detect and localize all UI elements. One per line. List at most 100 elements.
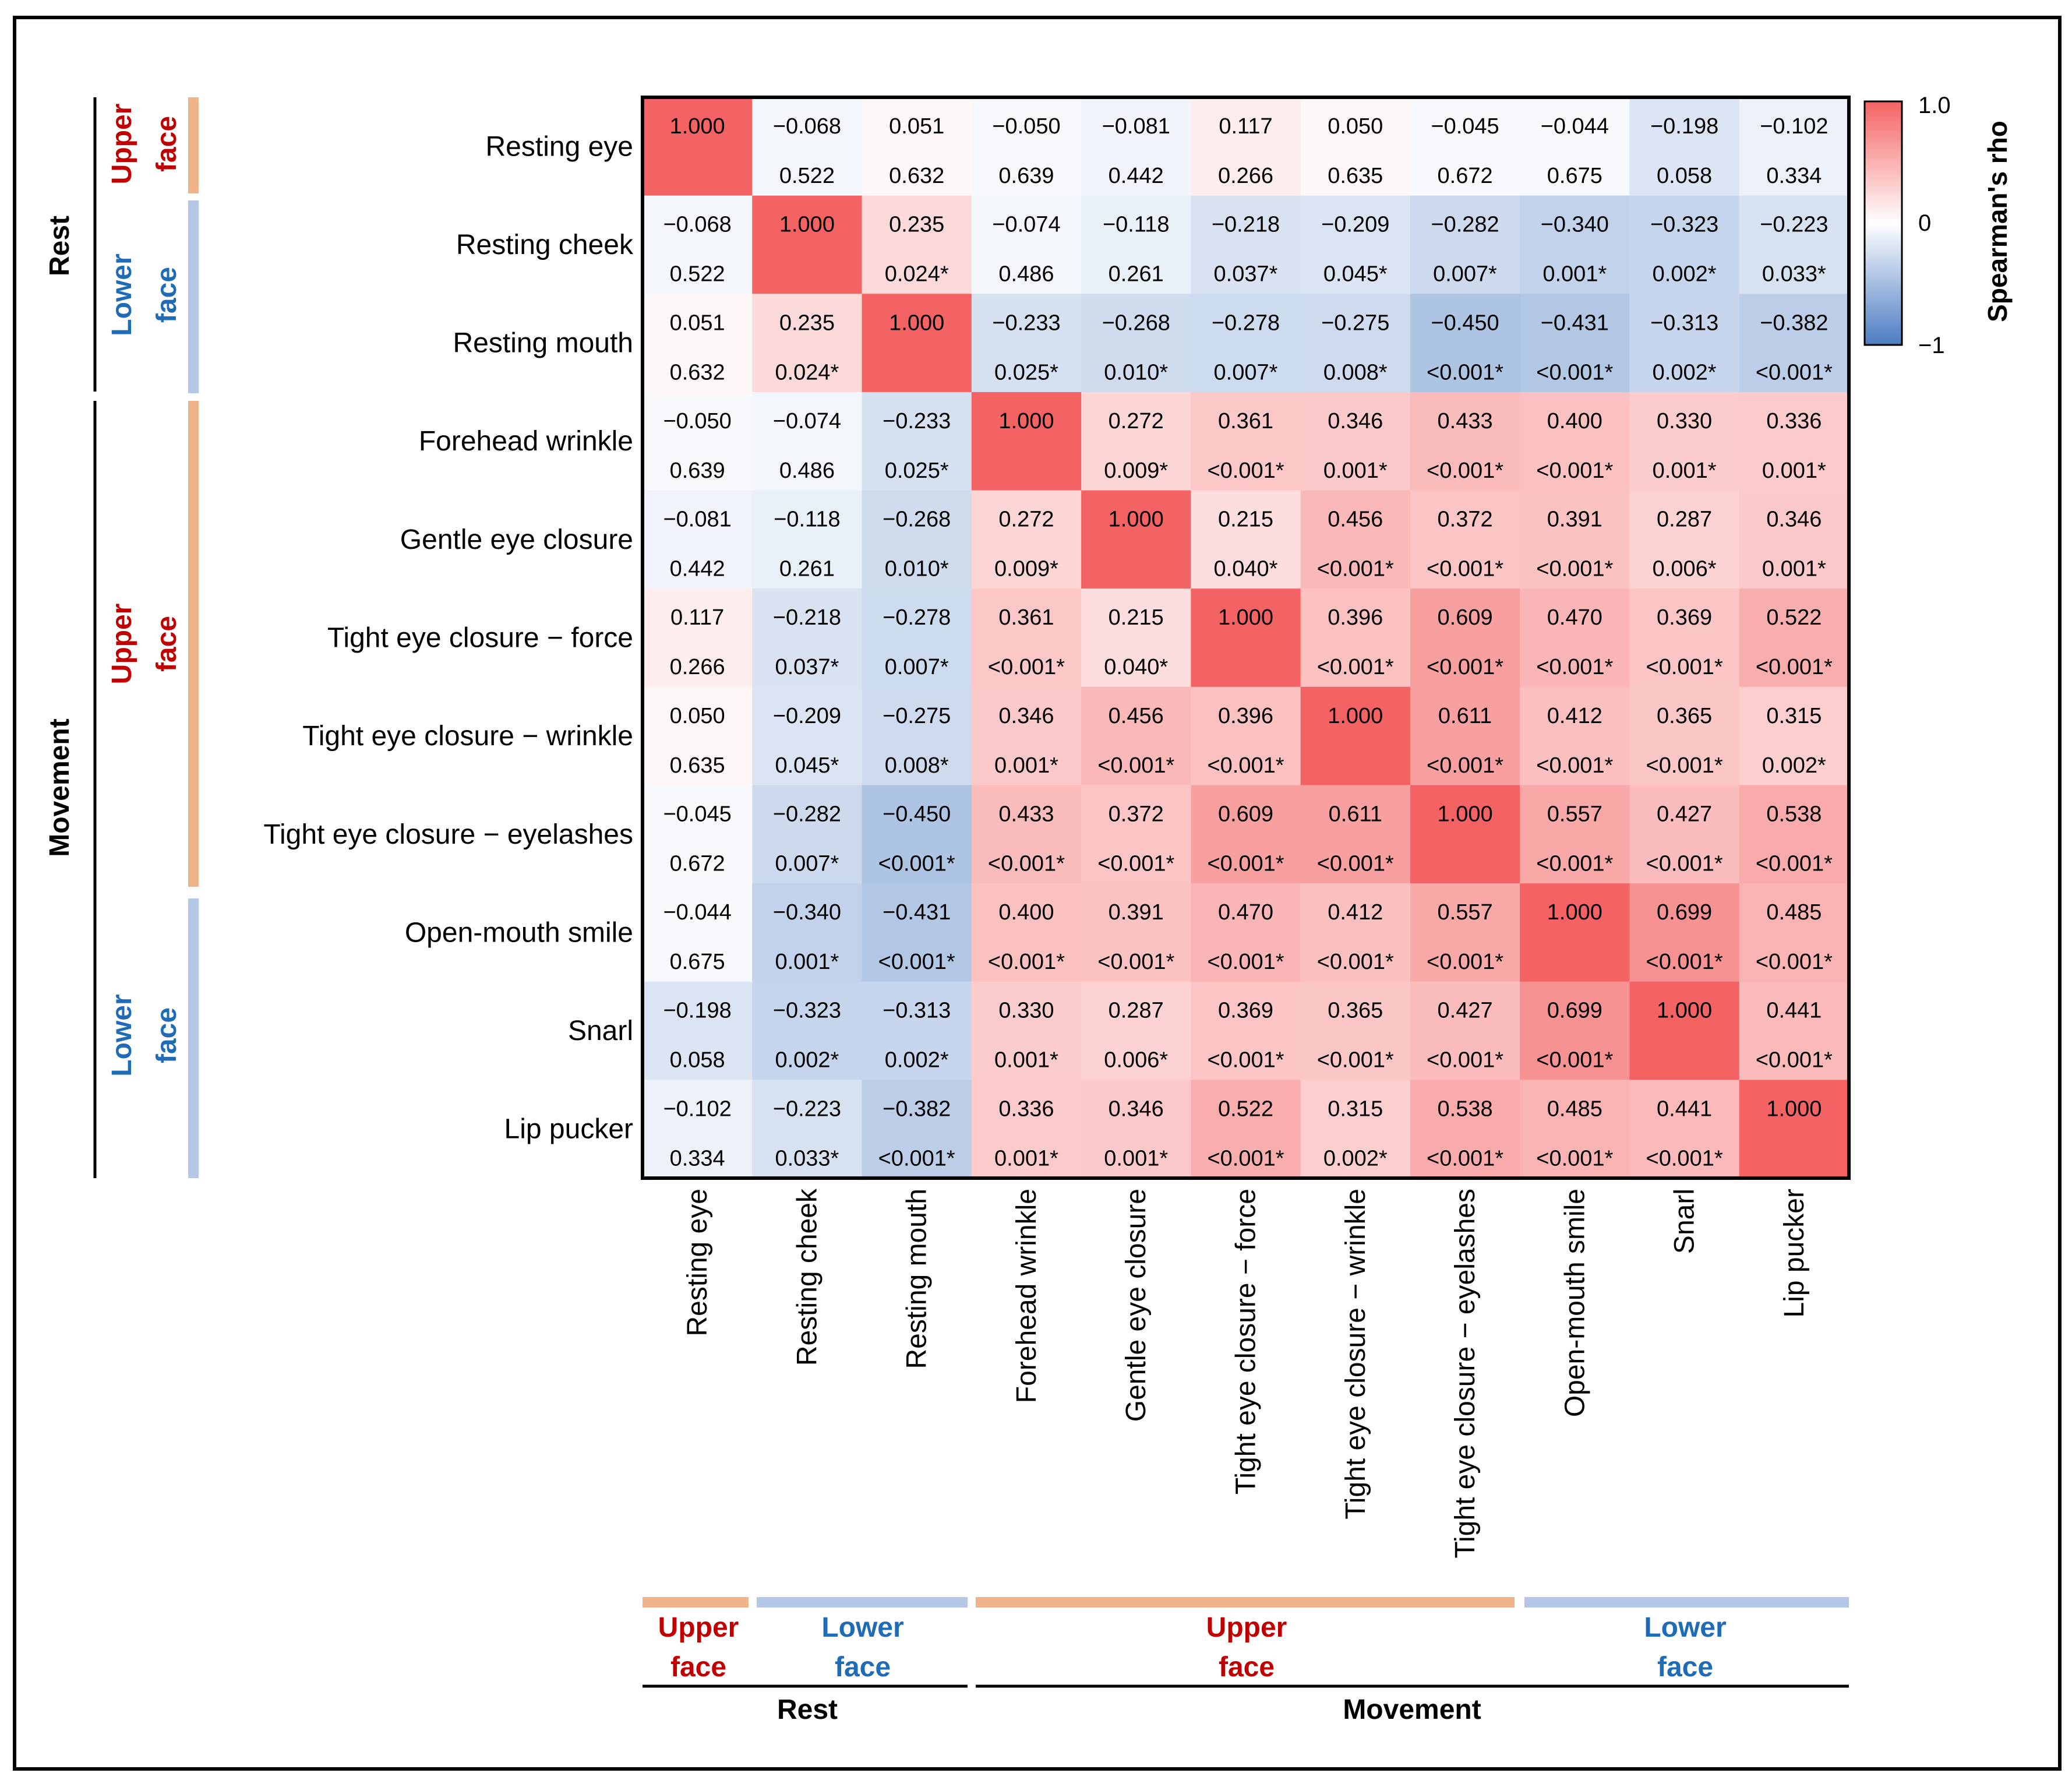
- rho-value: 0.272: [998, 507, 1054, 532]
- heatmap-cell: [643, 1080, 753, 1179]
- rho-value: −0.218: [773, 605, 841, 630]
- p-value: <0.001*: [1207, 1048, 1284, 1073]
- rho-value: 0.538: [1766, 802, 1822, 826]
- row-label: Lip pucker: [504, 1114, 633, 1145]
- rho-value: 0.538: [1438, 1097, 1493, 1121]
- upper-face-label: face: [670, 1652, 726, 1683]
- heatmap-cell: [862, 588, 972, 688]
- rho-value: 0.441: [1657, 1097, 1712, 1121]
- rho-value: 0.396: [1328, 605, 1383, 630]
- colorbar-tick-label: −1: [1918, 333, 1945, 358]
- heatmap-cell: [1739, 97, 1849, 196]
- heatmap-cell: [1300, 785, 1411, 884]
- p-value: <0.001*: [1536, 655, 1613, 679]
- heatmap-cell: [1520, 195, 1630, 294]
- row-label: Snarl: [568, 1016, 633, 1046]
- rho-value: 1.000: [1438, 802, 1493, 826]
- rho-value: 0.346: [1328, 409, 1383, 433]
- heatmap-cell: [862, 981, 972, 1080]
- rho-value: −0.450: [1431, 311, 1499, 335]
- heatmap-cell: [1410, 195, 1520, 294]
- column-label: Lip pucker: [1779, 1189, 1810, 1317]
- row-label: Resting eye: [486, 131, 633, 162]
- rho-value: 0.522: [1766, 605, 1822, 630]
- rho-value: 0.050: [1328, 114, 1383, 139]
- heatmap-cell: [1081, 1080, 1191, 1179]
- p-value: 0.261: [779, 557, 835, 581]
- row-label: Open-mouth smile: [405, 917, 633, 948]
- rho-value: −0.068: [663, 213, 731, 237]
- rho-value: 0.400: [1547, 409, 1602, 433]
- heatmap-cell: [1410, 294, 1520, 393]
- column-label: Forehead wrinkle: [1011, 1189, 1042, 1403]
- rest-label: Rest: [44, 216, 75, 276]
- heatmap-cell: [1520, 981, 1630, 1080]
- colorbar-tick-label: 0: [1918, 210, 1931, 236]
- p-value: 0.037*: [1214, 262, 1278, 287]
- p-value: 0.008*: [1323, 360, 1388, 385]
- p-value: 0.058: [670, 1048, 725, 1073]
- heatmap-cell: [643, 883, 753, 982]
- heatmap-cell: [752, 490, 863, 589]
- row-label: Tight eye closure − force: [327, 623, 633, 654]
- p-value: <0.001*: [1646, 1146, 1723, 1171]
- heatmap-cell: [1410, 588, 1520, 688]
- p-value: <0.001*: [1427, 459, 1503, 483]
- p-value: <0.001*: [988, 655, 1065, 679]
- rho-value: 1.000: [889, 311, 944, 335]
- rho-value: −0.275: [1321, 311, 1389, 335]
- lower-face-label: Lower: [821, 1612, 903, 1643]
- heatmap-cell: [1410, 392, 1520, 491]
- p-value: 0.261: [1109, 262, 1164, 287]
- p-value: 0.002*: [1653, 360, 1717, 385]
- p-value: 0.010*: [885, 557, 949, 581]
- rho-value: −0.081: [663, 507, 731, 532]
- heatmap-cell: [1739, 1080, 1849, 1179]
- rho-value: 0.611: [1438, 704, 1492, 728]
- p-value: <0.001*: [1097, 851, 1174, 876]
- heatmap-cell: [643, 686, 753, 786]
- p-value: 0.008*: [885, 753, 949, 778]
- p-value: <0.001*: [1536, 459, 1613, 483]
- rho-value: −0.313: [1650, 311, 1718, 335]
- rho-value: 0.336: [998, 1097, 1054, 1121]
- heatmap-cell: [643, 97, 753, 196]
- rho-value: 0.609: [1218, 802, 1273, 826]
- rho-value: 0.336: [1766, 409, 1822, 433]
- rho-value: −0.198: [1650, 114, 1718, 139]
- heatmap-cell: [1081, 883, 1191, 982]
- lower-face-label: face: [151, 267, 182, 323]
- p-value: <0.001*: [1536, 753, 1613, 778]
- p-value: <0.001*: [1097, 950, 1174, 974]
- rho-value: 1.000: [1547, 900, 1602, 925]
- heatmap-cell: [971, 294, 1082, 393]
- rho-value: −0.340: [773, 900, 841, 925]
- heatmap-cell: [1629, 97, 1740, 196]
- heatmap-cell: [1191, 97, 1301, 196]
- rho-value: −0.068: [773, 114, 841, 139]
- heatmap-cell: [862, 195, 972, 294]
- heatmap-cell: [1629, 294, 1740, 393]
- rest-label: Rest: [777, 1694, 838, 1725]
- heatmap-cell: [1629, 195, 1740, 294]
- heatmap-cell: [1410, 981, 1520, 1080]
- p-value: 0.266: [1218, 164, 1273, 188]
- rho-value: 1.000: [998, 409, 1054, 433]
- heatmap-cell: [1300, 294, 1411, 393]
- heatmap-cell: [1739, 195, 1849, 294]
- p-value: 0.522: [779, 164, 835, 188]
- rho-value: 0.215: [1109, 605, 1164, 630]
- rho-value: 1.000: [1766, 1097, 1822, 1121]
- p-value: 0.045*: [775, 753, 839, 778]
- rho-value: 0.433: [1438, 409, 1493, 433]
- heatmap-cell: [1739, 392, 1849, 491]
- p-value: <0.001*: [1756, 950, 1833, 974]
- heatmap-cell: [971, 981, 1082, 1080]
- heatmap-cell: [1191, 490, 1301, 589]
- upper-face-label: face: [151, 116, 182, 172]
- p-value: <0.001*: [988, 851, 1065, 876]
- rho-value: 0.470: [1547, 605, 1602, 630]
- heatmap-cell: [971, 785, 1082, 884]
- heatmap-cell: [1081, 686, 1191, 786]
- rho-value: −0.382: [1760, 311, 1828, 335]
